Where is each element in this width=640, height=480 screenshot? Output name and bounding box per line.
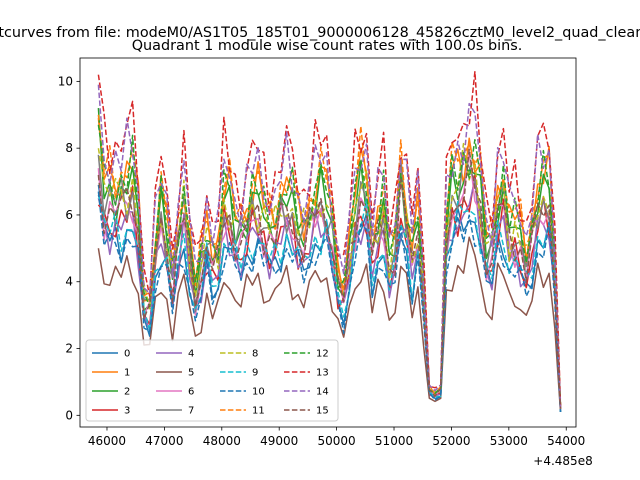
x-tick-label: 54000: [547, 434, 585, 448]
series-line-10: [97, 191, 562, 413]
series-line-15: [97, 148, 562, 409]
axes-frame: [79, 57, 577, 428]
figure-suptitle: Lightcurves from file: modeM0/AS1T05_185…: [0, 25, 640, 41]
legend-label-8: 8: [252, 349, 258, 360]
y-tick-label: 0: [65, 408, 73, 422]
y-tick-label: 6: [65, 208, 73, 222]
legend-label-9: 9: [252, 368, 258, 379]
legend-label-11: 11: [252, 406, 265, 417]
x-tick-label: 50000: [318, 434, 356, 448]
series-line-5: [97, 236, 562, 413]
x-tick-label: 52000: [432, 434, 470, 448]
legend-label-14: 14: [316, 387, 329, 398]
legend-label-7: 7: [188, 406, 194, 417]
legend-label-15: 15: [316, 406, 329, 417]
x-tick-label: 53000: [490, 434, 528, 448]
series-line-14: [97, 84, 562, 409]
x-tick-label: 49000: [260, 434, 298, 448]
x-tick-label: 47000: [145, 434, 183, 448]
legend-label-10: 10: [252, 387, 265, 398]
legend-box: [85, 339, 339, 422]
series-line-13: [97, 71, 562, 406]
legend-label-13: 13: [316, 368, 329, 379]
y-tick-label: 2: [65, 342, 73, 356]
legend-label-5: 5: [188, 368, 194, 379]
x-tick-label: 51000: [375, 434, 413, 448]
y-tick-label: 10: [58, 74, 73, 88]
y-tick-label: 8: [65, 141, 73, 155]
legend-label-2: 2: [124, 387, 130, 398]
x-offset-label: +4.485e8: [533, 454, 592, 468]
legend-label-12: 12: [316, 349, 329, 360]
y-tick-label: 4: [65, 275, 73, 289]
legend-label-3: 3: [124, 406, 130, 417]
series-line-12: [97, 124, 562, 409]
chart-title: Quadrant 1 module wise count rates with …: [132, 38, 523, 54]
legend-label-6: 6: [188, 387, 194, 398]
x-tick-label: 48000: [203, 434, 241, 448]
legend-label-1: 1: [124, 368, 130, 379]
x-tick-label: 46000: [88, 434, 126, 448]
legend-label-4: 4: [188, 349, 194, 360]
legend-label-0: 0: [124, 349, 130, 360]
